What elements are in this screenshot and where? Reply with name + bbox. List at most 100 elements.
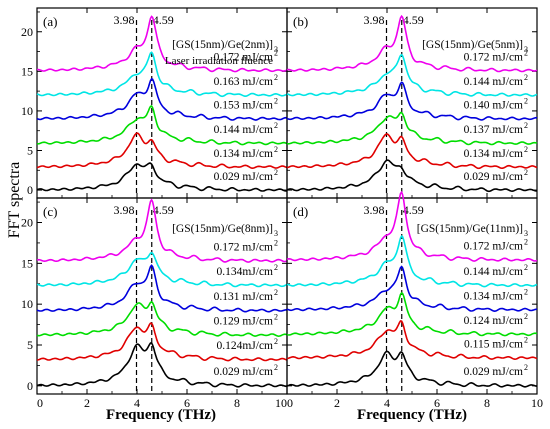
series-line — [36, 77, 288, 121]
series-line — [36, 105, 288, 146]
x-tick-label: 10 — [531, 396, 543, 410]
sample-label-sub: 3 — [524, 229, 528, 238]
y-tick-label: 5 — [27, 338, 33, 352]
series-label: 0.172 mJ/cm — [464, 240, 523, 252]
y-tick-label: 15 — [21, 64, 33, 78]
panel-label: (d) — [293, 204, 308, 219]
series-label-sup: 2 — [524, 287, 528, 296]
series-label-sup: 2 — [524, 145, 528, 154]
series-label: 0.131 mJ/cm — [214, 291, 273, 303]
series-label: 0.144 mJ/cm — [464, 76, 523, 88]
y-tick-label: 20 — [21, 25, 33, 39]
series-label-sup: 2 — [524, 121, 528, 130]
series-label: 0.163 mJ/cm — [214, 76, 273, 88]
series-line — [286, 133, 538, 170]
series-line — [36, 162, 288, 192]
y-tick-label: 5 — [27, 144, 33, 158]
panel-1: 3.98 4.590.029 mJ/cm 20.134 mJ/cm 20.137 mJ… — [286, 7, 538, 199]
series-label: 0.172 mJ/cm — [214, 51, 273, 63]
series-label-sup: 2 — [274, 97, 278, 106]
x-tick-label: 10 — [275, 396, 287, 410]
legend-heading: Laser irradiation fluence — [165, 55, 273, 67]
series-line — [36, 300, 288, 338]
figure-xlabel-left: Frequency (THz) — [106, 407, 216, 423]
marker-label: 4.59 — [403, 13, 424, 27]
series-line — [286, 265, 538, 313]
series-label: 0.129 mJ/cm — [214, 316, 273, 328]
sample-label-sub: 3 — [274, 45, 278, 54]
series-label-sup: 2 — [524, 73, 528, 82]
series-label: 0.115 mJ/cm — [464, 338, 523, 350]
series-line — [286, 14, 538, 73]
series-line — [286, 291, 538, 337]
x-tick-label: 8 — [484, 396, 490, 410]
panel-label: (a) — [43, 14, 57, 29]
marker-label: 3.98 — [114, 203, 135, 217]
panel-3: 0 2 4 6 8 103.98 4.590.029 mJ/cm 20.115 mJ/cm 20… — [286, 190, 543, 410]
y-tick-label: 10 — [21, 297, 33, 311]
series-line — [286, 53, 538, 97]
series-label: 0.172 mJ/cm — [464, 51, 523, 63]
sample-label-sub: 3 — [274, 229, 278, 238]
series-label-sup: 2 — [524, 97, 528, 106]
series-label: 0.029 mJ/cm — [464, 366, 523, 378]
series-line — [286, 234, 538, 288]
series-label: 0.029 mJ/cm — [214, 366, 273, 378]
sample-label: [GS(15nm)/Ge(5nm)] — [422, 39, 523, 51]
x-tick-label: 8 — [234, 396, 240, 410]
series-line — [36, 342, 287, 388]
series-label: 0.029 mJ/cm — [464, 171, 523, 183]
series-label: 0.140 mJ/cm — [464, 100, 523, 112]
series-label: 0.144 mJ/cm — [464, 266, 523, 278]
series-label-sup: 2 — [274, 73, 278, 82]
x-tick-label: 4 — [134, 396, 140, 410]
series-label-sup: 2 — [274, 288, 278, 297]
series-label-sup: 2 — [274, 263, 278, 272]
x-tick-label: 0 — [37, 396, 43, 410]
series-line — [286, 320, 538, 361]
series-label: 0.153 mJ/cm — [214, 100, 273, 112]
x-tick-label: 4 — [384, 396, 390, 410]
x-tick-label: 0 — [287, 396, 293, 410]
series-label-sup: 2 — [524, 168, 528, 177]
figure-xlabel-right: Frequency (THz) — [357, 407, 467, 423]
x-tick-label: 2 — [84, 396, 90, 410]
series-line — [36, 198, 288, 263]
y-tick-label: 15 — [21, 256, 33, 270]
series-label-sup: 2 — [274, 48, 278, 57]
series-line — [286, 190, 538, 262]
series-label: 0.134mJ/cm — [216, 266, 273, 278]
series-label-sup: 2 — [274, 363, 278, 372]
series-label-sup: 2 — [524, 48, 528, 57]
series-label: 0.029 mJ/cm — [214, 171, 273, 183]
series-label: 0.144 mJ/cm — [214, 124, 273, 136]
series-line — [36, 322, 288, 362]
marker-label: 3.98 — [364, 203, 385, 217]
series-label-sup: 2 — [274, 238, 278, 247]
panel-label: (c) — [43, 204, 57, 219]
y-tick-label: 10 — [21, 104, 33, 118]
series-label-sup: 2 — [524, 237, 528, 246]
series-line — [36, 251, 288, 288]
series-line — [286, 111, 538, 146]
x-tick-label: 6 — [184, 396, 190, 410]
series-line — [286, 159, 538, 193]
y-tick-label: 0 — [27, 379, 33, 393]
series-label-sup: 2 — [274, 337, 278, 346]
series-line — [286, 81, 538, 121]
sample-label-sub: 3 — [524, 45, 528, 54]
figure-ylabel: FFT spectra — [6, 162, 23, 239]
panel-label: (b) — [293, 14, 308, 29]
marker-label: 4.59 — [153, 13, 174, 27]
series-line — [36, 51, 288, 98]
series-label-sup: 2 — [524, 263, 528, 272]
series-line — [286, 350, 538, 388]
series-line — [36, 264, 288, 313]
sample-label: [GS(15nm)/Ge(11nm)] — [417, 223, 523, 235]
series-label-sup: 2 — [524, 312, 528, 321]
marker-label: 3.98 — [114, 13, 135, 27]
series-label: 0.137 mJ/cm — [464, 124, 523, 136]
